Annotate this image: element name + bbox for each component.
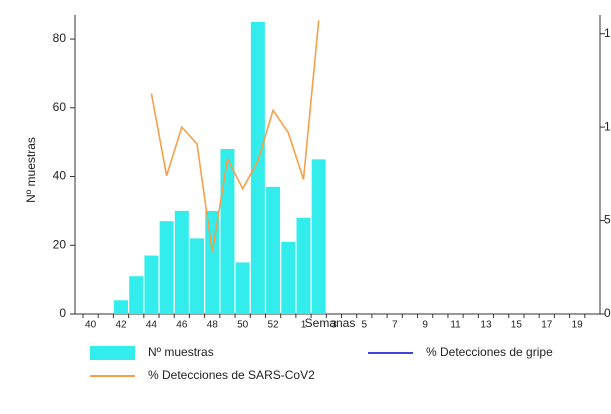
x-tick-label: 19 bbox=[572, 320, 584, 331]
x-tick-label: 44 bbox=[146, 320, 158, 331]
x-tick-label: 1 bbox=[301, 320, 307, 331]
legend-label: % Detecciones de gripe bbox=[426, 345, 553, 359]
x-tick-label: 9 bbox=[422, 320, 428, 331]
x-tick-label: 11 bbox=[450, 320, 461, 331]
y-tick-label: 60 bbox=[53, 100, 67, 114]
bar bbox=[220, 149, 235, 314]
legend-swatch bbox=[90, 346, 135, 360]
bar bbox=[311, 159, 326, 314]
line bbox=[150, 20, 320, 253]
bar bbox=[281, 241, 296, 314]
bar bbox=[266, 186, 281, 314]
y2-tick-label: 0 bbox=[604, 306, 611, 320]
bar bbox=[250, 21, 265, 314]
x-tick-label: 17 bbox=[541, 320, 553, 331]
x-tick-label: 15 bbox=[511, 320, 523, 331]
x-tick-label: 3 bbox=[331, 320, 337, 331]
bar bbox=[114, 300, 129, 314]
x-tick-label: 40 bbox=[85, 320, 97, 331]
x-tick-label: 48 bbox=[207, 320, 219, 331]
legend-label: % Detecciones de SARS-CoV2 bbox=[148, 368, 315, 382]
y-tick-label: 0 bbox=[59, 306, 66, 320]
x-tick-label: 42 bbox=[115, 320, 127, 331]
y-tick-label: 80 bbox=[53, 31, 67, 45]
y2-tick-label: 5 bbox=[604, 213, 611, 227]
y2-tick-label: 1 bbox=[604, 26, 611, 40]
x-axis-title: Semanas bbox=[305, 316, 356, 330]
y-axis-title: Nº muestras bbox=[24, 137, 38, 203]
bar bbox=[159, 221, 174, 314]
bar bbox=[174, 210, 189, 314]
y-tick-label: 20 bbox=[53, 237, 67, 251]
x-tick-label: 50 bbox=[237, 320, 249, 331]
bar bbox=[205, 210, 220, 314]
bar bbox=[144, 255, 159, 314]
bar bbox=[129, 276, 144, 314]
x-tick-label: 7 bbox=[392, 320, 398, 331]
bar bbox=[190, 238, 205, 314]
legend-label: Nº muestras bbox=[148, 345, 214, 359]
bar bbox=[235, 262, 250, 314]
x-tick-label: 13 bbox=[480, 320, 492, 331]
x-tick-label: 5 bbox=[362, 320, 368, 331]
y-tick-label: 40 bbox=[53, 169, 67, 183]
bar bbox=[296, 217, 311, 314]
y2-tick-label: 1 bbox=[604, 119, 611, 133]
x-tick-label: 52 bbox=[268, 320, 280, 331]
x-tick-label: 46 bbox=[176, 320, 188, 331]
